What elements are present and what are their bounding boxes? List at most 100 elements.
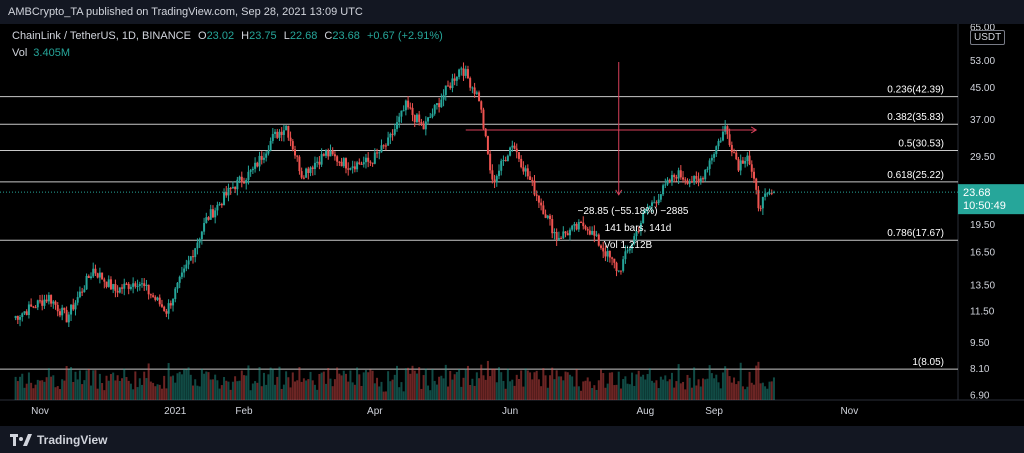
volume-bar	[730, 382, 733, 400]
candle-body	[486, 136, 489, 154]
candle-body	[449, 85, 452, 89]
candle-body	[591, 230, 594, 235]
candle-body	[540, 202, 543, 206]
candle-body	[149, 294, 152, 296]
price-chart[interactable]: 65.00 53.00 45.00 37.00 29.50 19.50 16.50 13.50…	[0, 24, 1024, 426]
volume-bar	[316, 389, 319, 400]
candle-body	[693, 175, 696, 183]
candle-body	[280, 131, 283, 135]
candle-body	[442, 95, 445, 100]
volume-bar	[473, 385, 476, 400]
volume-bar	[214, 374, 217, 400]
candle-body	[515, 148, 518, 153]
candle-body	[604, 251, 607, 257]
volume-bar	[178, 371, 181, 400]
candle-body	[679, 170, 682, 178]
candle-body	[688, 181, 691, 184]
volume-bar	[322, 371, 325, 400]
candle-body	[227, 187, 230, 196]
volume-bar	[471, 378, 474, 400]
candle-body	[702, 178, 704, 180]
volume-bar	[693, 367, 696, 400]
candle-body	[347, 168, 350, 170]
candle-body	[378, 152, 381, 154]
volume-bar	[92, 370, 95, 400]
volume-bar	[604, 387, 607, 400]
volume-bar	[595, 389, 598, 400]
currency-unit-badge[interactable]: USDT	[970, 30, 1006, 45]
candle-body	[555, 232, 558, 240]
candle-body	[389, 133, 392, 138]
candle-body	[23, 311, 26, 314]
volume-bar	[331, 386, 334, 400]
candle-body	[19, 316, 22, 320]
volume-bar	[282, 384, 285, 400]
volume-bar	[152, 382, 155, 400]
volume-bar	[251, 383, 254, 400]
volume-bar	[216, 380, 219, 400]
volume-bar	[522, 386, 525, 400]
candle-body	[400, 110, 403, 117]
footer-bar: TradingView	[0, 426, 1024, 453]
candle-body	[103, 279, 106, 282]
volume-bar	[209, 379, 212, 400]
candle-body	[382, 145, 385, 147]
candle-body	[47, 295, 50, 302]
candle-body	[353, 166, 356, 170]
candle-body	[571, 225, 574, 230]
volume-bar	[422, 375, 425, 400]
candle-body	[369, 161, 372, 163]
volume-bar	[158, 384, 161, 400]
candle-body	[78, 291, 81, 298]
candle-body	[313, 162, 316, 170]
candle-body	[675, 177, 678, 179]
candle-body	[546, 215, 549, 218]
volume-bar	[438, 376, 441, 400]
volume-bar	[36, 379, 39, 400]
measure-label: 141 bars, 141d	[605, 223, 672, 234]
volume-bar	[98, 373, 101, 400]
candle-body	[274, 131, 277, 134]
volume-bar	[413, 370, 416, 400]
candle-body	[735, 152, 738, 160]
volume-bar	[45, 377, 48, 400]
candle-body	[498, 170, 500, 177]
volume-bar	[90, 385, 92, 400]
candle-body	[533, 180, 536, 195]
candle-body	[234, 186, 237, 190]
volume-bar	[39, 380, 41, 400]
volume-bar	[577, 386, 580, 400]
volume-bar	[484, 379, 487, 400]
volume-bar	[61, 379, 64, 400]
volume-bar	[721, 372, 724, 400]
volume-bar	[699, 386, 702, 400]
candle-body	[642, 213, 645, 224]
candle-body	[517, 152, 520, 159]
candle-body	[138, 284, 141, 287]
volume-bar	[156, 384, 159, 400]
candle-body	[218, 203, 221, 206]
volume-bar	[205, 371, 208, 400]
candle-body	[639, 223, 642, 232]
volume-bar	[724, 366, 727, 400]
volume-bar	[407, 367, 410, 400]
volume-bar	[400, 382, 403, 400]
candle-body	[469, 78, 472, 88]
volume-bar	[702, 378, 704, 400]
volume-bar	[482, 375, 485, 400]
volume-bar	[176, 373, 179, 400]
volume-bar	[659, 376, 662, 400]
volume-bar	[489, 376, 492, 400]
volume-bar	[300, 381, 303, 400]
candle-body	[305, 168, 308, 178]
volume-bar	[766, 388, 769, 400]
candles	[14, 62, 775, 328]
volume-bar	[424, 368, 427, 400]
candle-body	[333, 154, 336, 157]
time-tick-label: Aug	[636, 406, 654, 417]
volume-bar	[748, 371, 751, 400]
volume-bar	[602, 373, 605, 400]
volume-bar	[695, 385, 698, 400]
tradingview-logo[interactable]: TradingView	[0, 433, 107, 447]
volume-bar	[449, 370, 452, 400]
